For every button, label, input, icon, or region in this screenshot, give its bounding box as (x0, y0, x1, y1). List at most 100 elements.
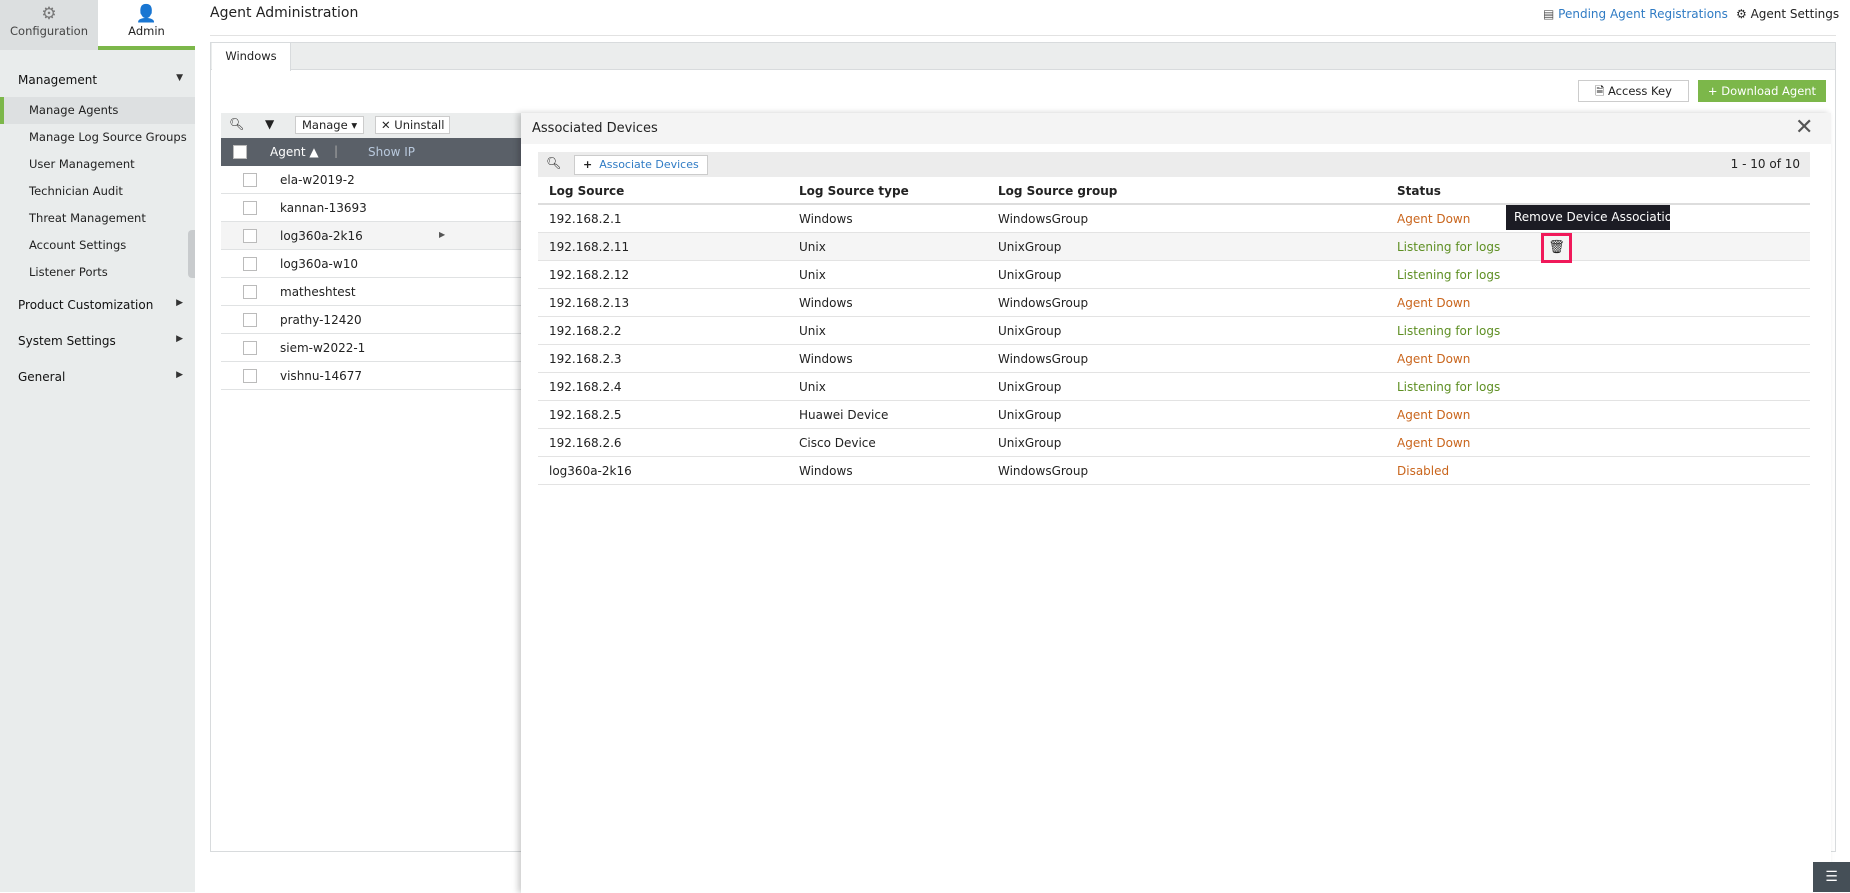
device-row[interactable]: 192.168.2.6 Cisco Device UnixGroup Agent… (538, 429, 1810, 457)
sidebar-item[interactable]: Listener Ports (0, 259, 195, 286)
chat-icon[interactable]: ☰ (1813, 862, 1850, 892)
device-row[interactable]: 192.168.2.5 Huawei Device UnixGroup Agen… (538, 401, 1810, 429)
agent-name: siem-w2022-1 (280, 341, 366, 355)
sidebar-item[interactable]: Account Settings (0, 232, 195, 259)
sidebar-item-label: User Management (29, 157, 135, 171)
row-checkbox[interactable] (243, 341, 257, 355)
row-checkbox[interactable] (243, 229, 257, 243)
caret-right-icon: ▶ (176, 334, 183, 344)
trash-icon[interactable]: 🗑︎ (1541, 233, 1572, 263)
row-checkbox[interactable] (243, 285, 257, 299)
agent-row[interactable]: matheshtest (221, 278, 531, 306)
sidebar-item[interactable]: Technician Audit (0, 178, 195, 205)
col-log-source-type[interactable]: Log Source type (799, 184, 909, 198)
status: Listening for logs (1397, 240, 1501, 254)
col-log-source[interactable]: Log Source (549, 184, 625, 198)
agent-row[interactable]: kannan-13693 (221, 194, 531, 222)
log-source-type: Unix (799, 240, 826, 254)
agent-row[interactable]: ela-w2019-2 (221, 166, 531, 194)
sidebar-group-system-settings[interactable]: System Settings ▶ (18, 334, 183, 348)
manage-label: Manage (302, 118, 348, 132)
device-row[interactable]: 192.168.2.4 Unix UnixGroup Listening for… (538, 373, 1810, 401)
log-source-type: Unix (799, 268, 826, 282)
log-source-group: UnixGroup (998, 408, 1062, 422)
log-source: 192.168.2.12 (549, 268, 630, 282)
device-row[interactable]: 192.168.2.1 Windows WindowsGroup Agent D… (538, 205, 1810, 233)
search-icon[interactable]: 🔍︎ (229, 117, 245, 131)
tab-configuration[interactable]: ⚙ Configuration (0, 0, 98, 50)
sidebar-item-label: Manage Agents (29, 103, 119, 117)
status: Listening for logs (1397, 324, 1501, 338)
log-source-group: WindowsGroup (998, 464, 1089, 478)
agent-settings-link[interactable]: ⚙ Agent Settings (1736, 7, 1839, 21)
row-checkbox[interactable] (243, 173, 257, 187)
col-status[interactable]: Status (1397, 184, 1441, 198)
tab-configuration-label: Configuration (10, 24, 88, 38)
agent-column-header[interactable]: Agent ▲ (270, 145, 319, 159)
log-source: 192.168.2.2 (549, 324, 622, 338)
agent-name: matheshtest (280, 285, 356, 299)
sidebar-item[interactable]: Threat Management (0, 205, 195, 232)
access-key-button[interactable]: 🗎 Access Key (1578, 80, 1689, 102)
panel-toolbar: 🔍︎ + Associate Devices 1 - 10 of 10 (538, 152, 1810, 177)
pending-registrations-link[interactable]: ▤ Pending Agent Registrations (1543, 7, 1728, 21)
page-title: Agent Administration (210, 5, 359, 21)
select-all-checkbox[interactable] (233, 145, 247, 159)
device-row[interactable]: 192.168.2.13 Windows WindowsGroup Agent … (538, 289, 1810, 317)
sidebar-item[interactable]: Manage Log Source Groups (0, 124, 195, 151)
pending-label: Pending Agent Registrations (1558, 7, 1728, 21)
agent-row[interactable]: vishnu-14677 (221, 362, 531, 390)
log-source-group: UnixGroup (998, 324, 1062, 338)
close-icon[interactable]: ✕ (1795, 115, 1814, 140)
col-log-source-group[interactable]: Log Source group (998, 184, 1118, 198)
sidebar-group-management[interactable]: Management ▼ (18, 73, 183, 87)
row-checkbox[interactable] (243, 257, 257, 271)
agent-toolbar: 🔍︎ ▼ Manage ▾ ✕ Uninstall (221, 113, 531, 138)
caret-right-icon: ▶ (176, 370, 183, 380)
sidebar-group-product-customization[interactable]: Product Customization ▶ (18, 298, 183, 312)
uninstall-button[interactable]: ✕ Uninstall (375, 116, 451, 134)
status: Disabled (1397, 464, 1450, 478)
download-agent-button[interactable]: + Download Agent (1698, 80, 1826, 102)
tab-windows[interactable]: Windows (212, 43, 291, 71)
panel-title: Associated Devices (532, 121, 658, 136)
log-source: 192.168.2.13 (549, 296, 630, 310)
agent-row[interactable]: siem-w2022-1 (221, 334, 531, 362)
sidebar-item[interactable]: User Management (0, 151, 195, 178)
sidebar-collapse-handle[interactable] (188, 230, 195, 278)
agent-row[interactable]: log360a-2k16 ▶ (221, 222, 531, 250)
log-source-type: Unix (799, 324, 826, 338)
row-checkbox[interactable] (243, 201, 257, 215)
uninstall-label: Uninstall (394, 118, 445, 132)
device-row[interactable]: 192.168.2.12 Unix UnixGroup Listening fo… (538, 261, 1810, 289)
agent-row[interactable]: log360a-w10 (221, 250, 531, 278)
manage-dropdown[interactable]: Manage ▾ (295, 116, 365, 134)
agent-name: ela-w2019-2 (280, 173, 355, 187)
log-source: 192.168.2.5 (549, 408, 622, 422)
access-key-label: Access Key (1608, 84, 1672, 98)
filter-icon[interactable]: ▼ (265, 117, 275, 131)
group-label: System Settings (18, 334, 116, 348)
status: Agent Down (1397, 352, 1471, 366)
agent-name: log360a-w10 (280, 257, 358, 271)
device-row[interactable]: log360a-2k16 Windows WindowsGroup Disabl… (538, 457, 1810, 485)
show-ip-link[interactable]: Show IP (368, 145, 415, 159)
tab-admin[interactable]: 👤 Admin (98, 0, 195, 50)
sidebar-item[interactable]: Manage Agents (0, 97, 195, 124)
device-row[interactable]: 192.168.2.3 Windows WindowsGroup Agent D… (538, 345, 1810, 373)
agent-row[interactable]: prathy-12420 (221, 306, 531, 334)
key-icon: 🗎 (1595, 84, 1609, 98)
search-icon[interactable]: 🔍︎ (546, 156, 562, 170)
row-checkbox[interactable] (243, 313, 257, 327)
device-row[interactable]: 192.168.2.11 Unix UnixGroup Listening fo… (538, 233, 1810, 261)
tab-bar (211, 43, 1835, 70)
sidebar-item-label: Technician Audit (29, 184, 123, 198)
associate-label: Associate Devices (599, 158, 699, 171)
row-checkbox[interactable] (243, 369, 257, 383)
associate-devices-button[interactable]: + Associate Devices (574, 155, 708, 175)
status: Agent Down (1397, 408, 1471, 422)
divider (210, 35, 1836, 36)
sidebar-group-general[interactable]: General ▶ (18, 370, 183, 384)
device-row[interactable]: 192.168.2.2 Unix UnixGroup Listening for… (538, 317, 1810, 345)
group-label: General (18, 370, 66, 384)
